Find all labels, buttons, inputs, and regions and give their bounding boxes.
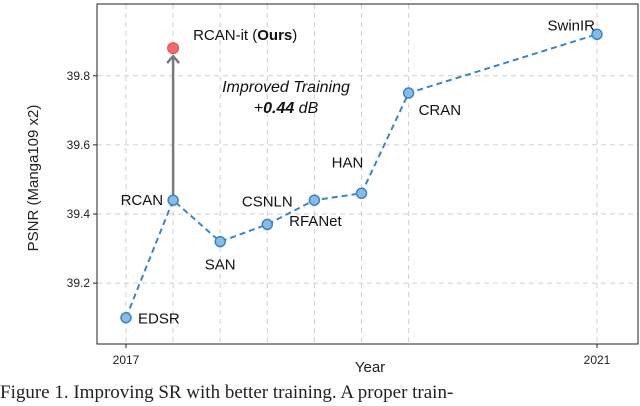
point-rfanet (308, 194, 321, 206)
label-cran: CRAN (419, 102, 462, 119)
label-rcan-it-bold: Ours (257, 27, 292, 44)
annotation-line2: +0.44 dB (254, 100, 319, 117)
annotation-line1: Improved Training (222, 79, 350, 96)
label-rcan-it-suffix: ) (292, 27, 297, 44)
y-tick-label-3: 39.8 (67, 69, 91, 83)
point-cran (402, 87, 415, 99)
improvement-arrow (166, 54, 181, 201)
x-axis-ticks: 2017 2021 (113, 344, 611, 367)
point-rcan (167, 194, 179, 206)
label-san: SAN (205, 257, 236, 274)
plot-frame (96, 3, 639, 345)
psnr-line-chart: 39.2 39.4 39.6 39.8 2017 2021 Year PSNR (Man… (25, 3, 639, 376)
y-tick-label-0: 39.2 (67, 276, 91, 290)
annotation-prefix: + (254, 100, 263, 117)
figure-caption: Figure 1. Improving SR with better train… (0, 382, 454, 403)
grid-lines (97, 4, 638, 344)
label-edsr: EDSR (138, 311, 180, 328)
label-rcan: RCAN (121, 192, 164, 209)
x-axis-title: Year (355, 359, 385, 376)
series-polyline (125, 33, 598, 319)
point-labels: EDSR RCAN SAN CSNLN RFANet HAN CRAN SwinIR (121, 17, 596, 327)
label-rfanet: RFANet (289, 213, 342, 230)
point-rcan-it (167, 42, 180, 55)
point-swinir (591, 28, 603, 41)
series-points (120, 28, 603, 324)
point-han (355, 187, 368, 200)
point-edsr (120, 311, 132, 324)
y-axis-ticks: 39.2 39.4 39.6 39.8 (67, 69, 97, 290)
point-san (214, 235, 226, 248)
annotation-suffix: dB (294, 100, 318, 117)
arrow-head (166, 54, 181, 64)
point-csnln (261, 218, 274, 231)
y-axis-title: PSNR (Manga109 x2) (25, 105, 42, 252)
label-swinir: SwinIR (547, 17, 595, 34)
y-tick-label-1: 39.4 (67, 207, 91, 221)
label-han: HAN (332, 154, 364, 171)
annotation-bold: 0.44 (263, 100, 294, 117)
y-tick-label-2: 39.6 (67, 138, 91, 152)
x-tick-label-0: 2017 (113, 353, 140, 367)
ours-point-group: RCAN-it (Ours) (167, 27, 297, 55)
label-rcan-it-prefix: RCAN-it ( (193, 27, 257, 44)
label-csnln: CSNLN (242, 193, 293, 210)
series-line (125, 33, 598, 319)
label-rcan-it: RCAN-it (Ours) (193, 27, 297, 44)
x-tick-label-1: 2021 (584, 353, 611, 367)
